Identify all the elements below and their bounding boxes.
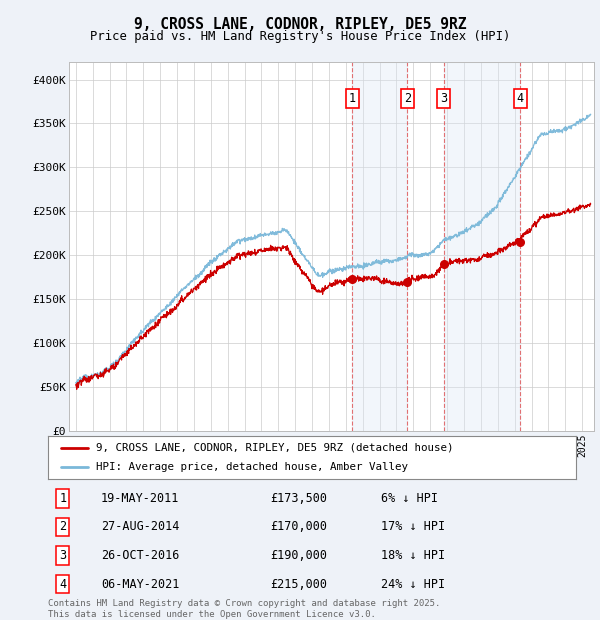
Text: 18% ↓ HPI: 18% ↓ HPI	[380, 549, 445, 562]
Text: Contains HM Land Registry data © Crown copyright and database right 2025.
This d: Contains HM Land Registry data © Crown c…	[48, 600, 440, 619]
Text: 4: 4	[59, 577, 67, 590]
Text: 06-MAY-2021: 06-MAY-2021	[101, 577, 179, 590]
Text: 9, CROSS LANE, CODNOR, RIPLEY, DE5 9RZ: 9, CROSS LANE, CODNOR, RIPLEY, DE5 9RZ	[134, 17, 466, 32]
Text: 27-AUG-2014: 27-AUG-2014	[101, 520, 179, 533]
Bar	[352, 62, 407, 431]
Text: 17% ↓ HPI: 17% ↓ HPI	[380, 520, 445, 533]
Text: £170,000: £170,000	[270, 520, 327, 533]
Text: 1: 1	[349, 92, 356, 105]
Text: £190,000: £190,000	[270, 549, 327, 562]
Text: 3: 3	[440, 92, 448, 105]
Text: 4: 4	[517, 92, 524, 105]
Text: 9, CROSS LANE, CODNOR, RIPLEY, DE5 9RZ (detached house): 9, CROSS LANE, CODNOR, RIPLEY, DE5 9RZ (…	[95, 443, 453, 453]
Bar	[444, 62, 520, 431]
Text: 24% ↓ HPI: 24% ↓ HPI	[380, 577, 445, 590]
Text: 2: 2	[404, 92, 411, 105]
Text: 19-MAY-2011: 19-MAY-2011	[101, 492, 179, 505]
Text: 1: 1	[59, 492, 67, 505]
Text: 3: 3	[59, 549, 67, 562]
Text: £215,000: £215,000	[270, 577, 327, 590]
Text: HPI: Average price, detached house, Amber Valley: HPI: Average price, detached house, Ambe…	[95, 463, 407, 472]
Text: 26-OCT-2016: 26-OCT-2016	[101, 549, 179, 562]
Text: £173,500: £173,500	[270, 492, 327, 505]
Text: 2: 2	[59, 520, 67, 533]
Text: 6% ↓ HPI: 6% ↓ HPI	[380, 492, 437, 505]
Text: Price paid vs. HM Land Registry's House Price Index (HPI): Price paid vs. HM Land Registry's House …	[90, 30, 510, 43]
